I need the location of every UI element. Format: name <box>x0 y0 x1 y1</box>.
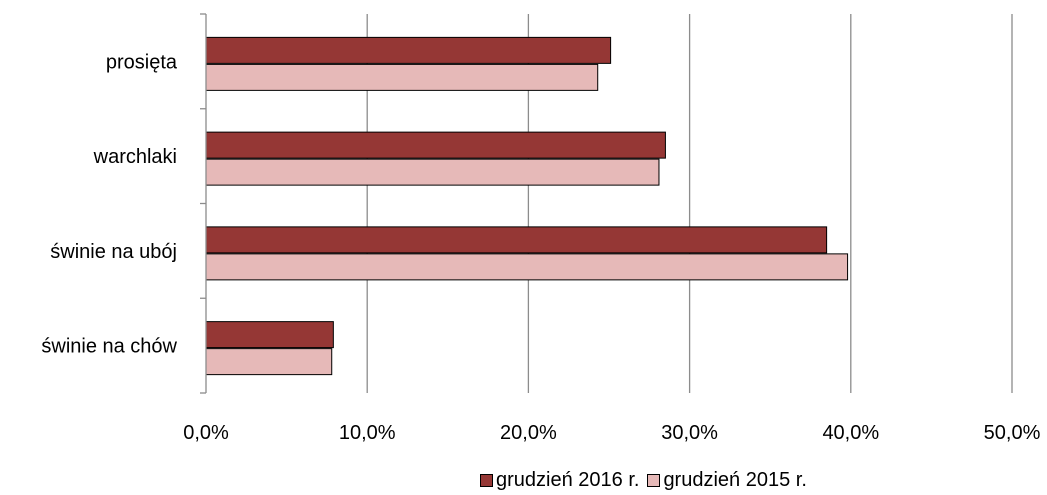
x-tick-label: 40,0% <box>822 422 879 444</box>
x-tick-label: 20,0% <box>500 422 557 444</box>
x-tick-label: 50,0% <box>984 422 1041 444</box>
legend-swatch-2015 <box>647 473 661 487</box>
category-label: świnie na ubój <box>50 241 177 263</box>
x-tick-labels: 0,0% 10,0% 20,0% 30,0% 40,0% 50,0% <box>183 422 1040 444</box>
x-tick-label: 0,0% <box>183 422 229 444</box>
bar-2015 <box>205 253 849 281</box>
bar-2016 <box>205 226 828 254</box>
legend: grudzień 2016 r. grudzień 2015 r. <box>480 468 815 492</box>
x-tick-label: 10,0% <box>339 422 396 444</box>
bars <box>205 36 849 376</box>
bar-chart: prosięta warchlaki świnie na ubój świnie na… <box>41 13 1041 444</box>
category-label: prosięta <box>106 51 178 73</box>
category-axis <box>200 13 207 394</box>
legend-label-2016: grudzień 2016 r. <box>496 468 640 491</box>
legend-item-2016: grudzień 2016 r. <box>480 469 639 492</box>
category-labels: prosięta warchlaki świnie na ubój świnie na… <box>41 51 177 357</box>
bar-2016 <box>205 36 612 64</box>
bar-2016 <box>205 131 666 159</box>
bar-2016 <box>205 321 334 349</box>
category-label: warchlaki <box>93 146 177 168</box>
x-tick-label: 30,0% <box>661 422 718 444</box>
bar-2015 <box>205 348 333 376</box>
category-label: świnie na chów <box>41 336 177 358</box>
bar-2015 <box>205 63 599 91</box>
legend-swatch-2016 <box>480 473 493 487</box>
legend-item-2015: grudzień 2015 r. <box>647 468 807 492</box>
bar-2015 <box>205 158 660 186</box>
legend-label-2015: grudzień 2015 r. <box>663 468 807 491</box>
